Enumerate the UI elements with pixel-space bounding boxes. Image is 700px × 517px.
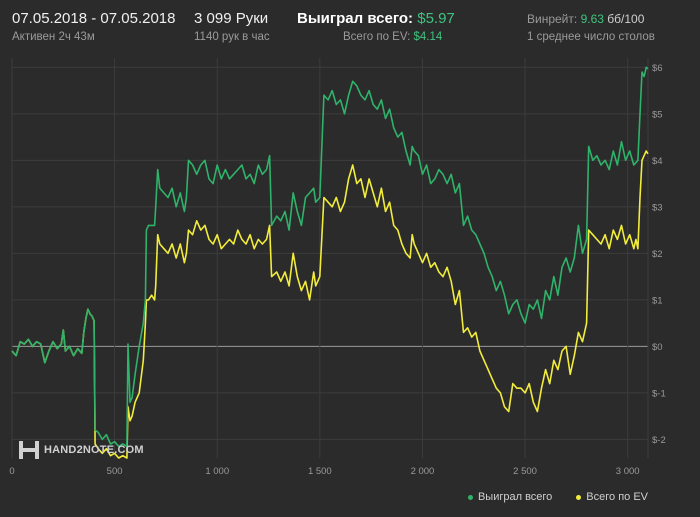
series-layer <box>11 66 649 459</box>
winrate: Винрейт: 9.63 бб/100 <box>527 12 655 26</box>
y-tick-label: $-2 <box>652 435 666 446</box>
hand2note-logo: HAND2NOTE.COM <box>18 440 144 460</box>
x-tick-label: 500 <box>107 466 123 477</box>
hands-block: 3 099 Руки 1140 рук в час <box>194 10 270 43</box>
won-total: Выиграл всего: $5.97 <box>297 10 455 27</box>
winrate-value: 9.63 <box>580 12 604 26</box>
legend-won-label: Выиграл всего <box>477 491 553 503</box>
x-tick-label: 2 500 <box>513 466 537 477</box>
grid-layer <box>11 58 649 458</box>
y-tick-label: $2 <box>652 249 663 260</box>
y-tick-label: $4 <box>652 156 663 167</box>
won-total-value: $5.97 <box>417 10 455 27</box>
ev-total: Всего по EV: $4.14 <box>343 31 455 43</box>
x-tick-label: 1 000 <box>205 466 229 477</box>
date-range: 07.05.2018 - 07.05.2018 <box>12 10 176 27</box>
hands-count: 3 099 Руки <box>194 10 269 27</box>
x-tick-label: 3 000 <box>616 466 640 477</box>
y-tick-label: $0 <box>652 342 663 353</box>
legend-item-ev[interactable]: Всего по EV <box>576 491 648 503</box>
won-total-label: Выиграл всего: <box>297 10 414 27</box>
series-line-ev <box>11 150 649 459</box>
legend-ev-dot <box>576 494 582 500</box>
ev-total-label: Всего по EV: <box>343 31 411 43</box>
y-tick-label: $-1 <box>652 388 666 399</box>
y-tick-label: $6 <box>652 63 663 74</box>
tables-average: 1 среднее число столов <box>527 31 655 43</box>
y-tick-label: $1 <box>652 295 663 306</box>
ev-total-value: $4.14 <box>413 31 443 43</box>
winrate-block: Винрейт: 9.63 бб/100 1 среднее число сто… <box>527 12 655 43</box>
x-tick-label: 1 500 <box>308 466 332 477</box>
hand2note-logo-icon <box>19 441 39 459</box>
legend-item-won[interactable]: Выиграл всего <box>467 491 553 503</box>
legend-ev-label: Всего по EV <box>586 491 648 503</box>
session-dates-block: 07.05.2018 - 07.05.2018 Активен 2ч 43м <box>12 10 175 43</box>
y-tick-label: $3 <box>652 202 663 213</box>
series-line-won <box>11 66 649 448</box>
hand2note-logo-text: HAND2NOTE.COM <box>44 444 144 456</box>
hands-per-hour: 1140 рук в час <box>194 31 270 43</box>
legend: Выиграл всего Всего по EV <box>444 491 648 503</box>
winrate-unit: бб/100 <box>607 12 645 26</box>
active-time: Активен 2ч 43м <box>12 31 95 43</box>
legend-won-dot <box>467 494 473 500</box>
winrate-label: Винрейт: <box>527 12 578 26</box>
x-tick-label: 2 000 <box>411 466 435 477</box>
x-tick-label: 0 <box>9 466 14 477</box>
header: 07.05.2018 - 07.05.2018 Активен 2ч 43м 3… <box>0 0 700 55</box>
y-tick-label: $5 <box>652 109 663 120</box>
axis-layer: $-2 $-1 $0 $1 $2 $3 $4 $5 $6 0 500 1 000 1 500 2 000 2… <box>9 63 665 477</box>
winnings-block: Выиграл всего: $5.97 Всего по EV: $4.14 <box>297 10 455 43</box>
